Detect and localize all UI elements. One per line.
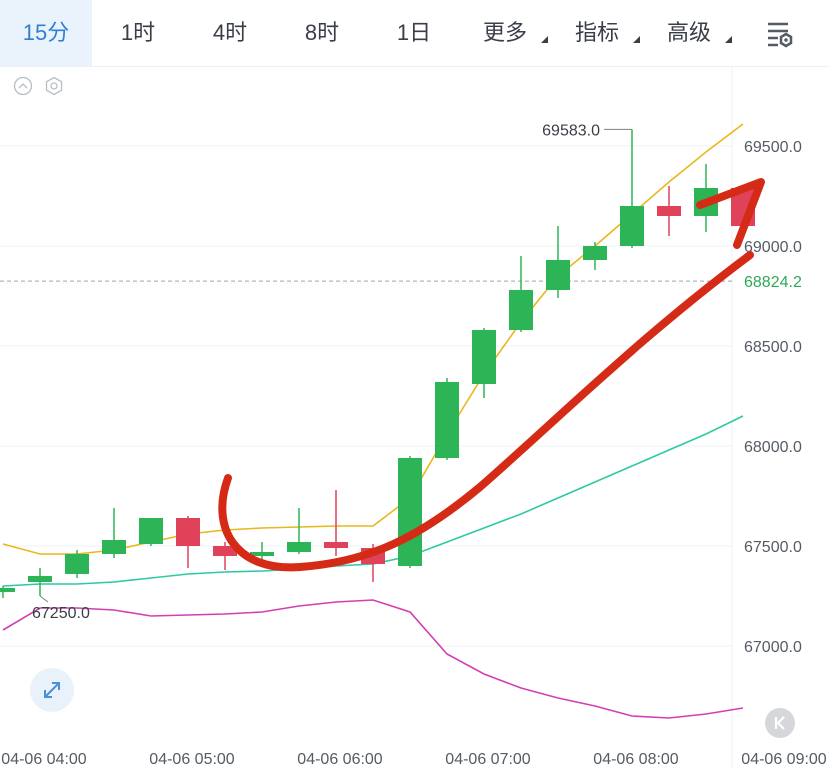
high-price-label: 69583.0 [542, 122, 600, 139]
y-tick-label: 69000.0 [744, 239, 802, 256]
hexagon-settings-icon[interactable] [44, 76, 64, 96]
chart-settings-button[interactable] [758, 16, 798, 52]
candle-down [176, 518, 200, 546]
tab-1h[interactable]: 1时 [120, 20, 156, 45]
annotation-arrowhead [696, 178, 765, 249]
candle-down [213, 546, 237, 556]
fullscreen-button[interactable] [30, 668, 74, 712]
y-tick-label: 68500.0 [744, 339, 802, 356]
x-tick-label: 04-06 08:00 [593, 751, 679, 768]
candle-up [620, 206, 644, 246]
candle-up [546, 260, 570, 290]
lower-band-line [2, 599, 744, 719]
y-tick-label: 67500.0 [744, 539, 802, 556]
dropdown-triangle-icon [725, 36, 732, 43]
x-tick-label: 04-06 07:00 [445, 751, 531, 768]
dropdown-triangle-icon [633, 36, 640, 43]
tab-advanced[interactable]: 高级 [644, 0, 734, 66]
tab-8h[interactable]: 8时 [304, 20, 340, 45]
y-tick-label: 69500.0 [744, 139, 802, 156]
tab-advanced-label: 高级 [666, 20, 711, 45]
low-marker-line [39, 595, 49, 603]
tab-15min[interactable]: 15分 [0, 0, 92, 66]
current-price-label: 68824.2 [744, 274, 802, 291]
y-tick-label: 68000.0 [744, 439, 802, 456]
dropdown-triangle-icon [541, 36, 548, 43]
candle-up [139, 518, 163, 544]
x-tick-label: 04-06 06:00 [297, 751, 383, 768]
short-ma-line [2, 123, 744, 555]
tab-more[interactable]: 更多 [460, 0, 550, 66]
candle-up [102, 540, 126, 554]
candlestick-chart: 69500.0 69000.0 68500.0 68000.0 67500.0 67000… [0, 67, 827, 769]
candle-up [509, 290, 533, 330]
expand-arrows-icon [44, 682, 60, 698]
candle-up [435, 382, 459, 458]
x-tick-label: 04-06 04:00 [1, 751, 87, 768]
candle-up [28, 576, 52, 582]
jump-to-latest-icon [774, 716, 785, 730]
annotation-arrow-curve [218, 251, 754, 572]
candle-up [398, 458, 422, 566]
candle-down [657, 206, 681, 216]
candle-up [583, 246, 607, 260]
current-price-box [734, 269, 826, 294]
candle-down [324, 542, 348, 548]
price-chart[interactable]: 69500.0 69000.0 68500.0 68000.0 67500.0 67000… [0, 67, 829, 769]
tab-indicators[interactable]: 指标 [552, 0, 642, 66]
y-tick-label: 67000.0 [744, 639, 802, 656]
x-tick-label: 04-06 09:00 [741, 751, 827, 768]
jump-to-latest-button[interactable] [765, 708, 795, 738]
low-price-label: 67250.0 [32, 605, 90, 622]
tab-4h[interactable]: 4时 [212, 20, 248, 45]
eye-icon[interactable] [13, 76, 33, 96]
tab-more-label: 更多 [482, 20, 527, 45]
candle-up [0, 588, 15, 592]
candle-up [250, 552, 274, 556]
tab-1d[interactable]: 1日 [396, 20, 432, 45]
chart-settings-icon [768, 22, 793, 48]
timeframe-toolbar: 15分 1时 4时 8时 1日 更多 指标 高级 [0, 0, 829, 67]
x-tick-label: 04-06 05:00 [149, 751, 235, 768]
candle-up [287, 542, 311, 552]
tab-indicators-label: 指标 [574, 20, 619, 45]
candle-up [65, 554, 89, 574]
candle-up [472, 330, 496, 384]
